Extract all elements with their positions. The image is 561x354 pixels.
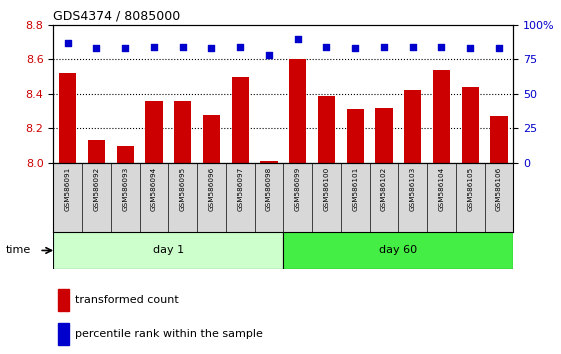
Bar xyxy=(318,96,335,163)
Text: day 60: day 60 xyxy=(379,245,417,256)
Bar xyxy=(404,90,421,163)
Bar xyxy=(88,141,105,163)
Bar xyxy=(232,76,249,163)
Text: percentile rank within the sample: percentile rank within the sample xyxy=(75,329,263,339)
Text: GSM586098: GSM586098 xyxy=(266,166,272,211)
Text: GDS4374 / 8085000: GDS4374 / 8085000 xyxy=(53,9,181,22)
Point xyxy=(379,44,388,50)
Bar xyxy=(145,101,163,163)
Bar xyxy=(59,73,76,163)
Text: GSM586101: GSM586101 xyxy=(352,166,358,211)
Bar xyxy=(117,145,134,163)
Bar xyxy=(58,323,70,345)
Text: GSM586095: GSM586095 xyxy=(180,166,186,211)
Point xyxy=(236,44,245,50)
Bar xyxy=(260,161,278,163)
Bar xyxy=(462,87,479,163)
Point xyxy=(264,52,273,58)
Bar xyxy=(289,59,306,163)
Text: GSM586092: GSM586092 xyxy=(94,166,99,211)
Point xyxy=(63,40,72,46)
Text: time: time xyxy=(6,245,31,256)
Bar xyxy=(203,115,220,163)
Point xyxy=(178,44,187,50)
Text: GSM586096: GSM586096 xyxy=(209,166,214,211)
Point xyxy=(293,36,302,41)
Bar xyxy=(375,108,393,163)
Point xyxy=(408,44,417,50)
Text: GSM586103: GSM586103 xyxy=(410,166,416,211)
Point xyxy=(437,44,446,50)
Point xyxy=(494,45,503,51)
Point xyxy=(149,44,158,50)
Point xyxy=(207,45,216,51)
Bar xyxy=(283,232,513,269)
Text: GSM586091: GSM586091 xyxy=(65,166,71,211)
Text: GSM586099: GSM586099 xyxy=(295,166,301,211)
Point xyxy=(121,45,130,51)
Text: GSM586104: GSM586104 xyxy=(439,166,444,211)
Point xyxy=(466,45,475,51)
Text: GSM586106: GSM586106 xyxy=(496,166,502,211)
Text: GSM586097: GSM586097 xyxy=(237,166,243,211)
Bar xyxy=(58,289,70,311)
Bar xyxy=(53,232,283,269)
Bar xyxy=(174,101,191,163)
Text: transformed count: transformed count xyxy=(75,295,179,305)
Point xyxy=(322,44,331,50)
Bar xyxy=(490,116,508,163)
Text: GSM586094: GSM586094 xyxy=(151,166,157,211)
Text: GSM586102: GSM586102 xyxy=(381,166,387,211)
Bar xyxy=(433,70,450,163)
Text: GSM586105: GSM586105 xyxy=(467,166,473,211)
Text: GSM586093: GSM586093 xyxy=(122,166,128,211)
Text: day 1: day 1 xyxy=(153,245,184,256)
Point xyxy=(351,45,360,51)
Bar xyxy=(347,109,364,163)
Point xyxy=(92,45,101,51)
Text: GSM586100: GSM586100 xyxy=(324,166,329,211)
